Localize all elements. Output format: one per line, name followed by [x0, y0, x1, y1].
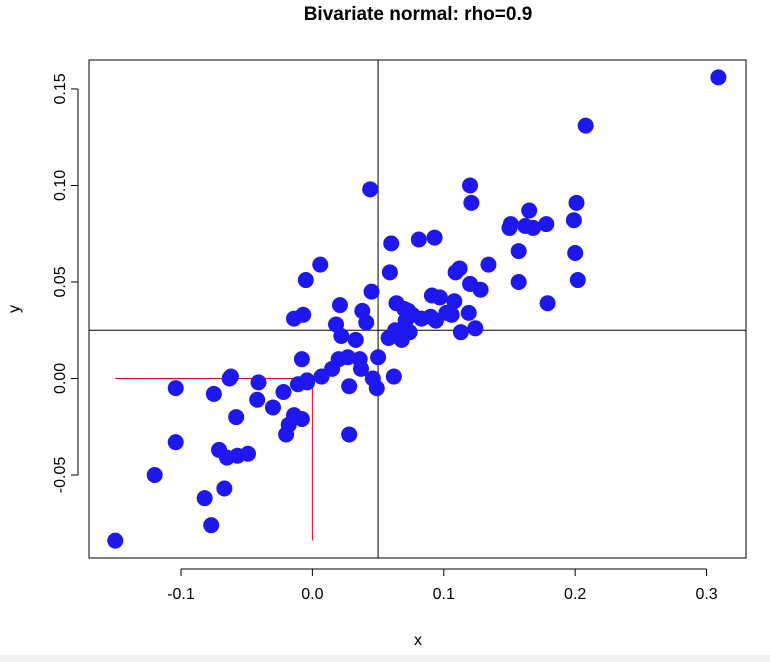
- data-point: [567, 245, 584, 262]
- data-point: [565, 212, 582, 229]
- data-point: [295, 306, 312, 323]
- data-point: [239, 445, 256, 462]
- x-axis-label: x: [414, 632, 422, 649]
- data-point: [569, 272, 586, 289]
- data-point: [107, 532, 124, 549]
- data-point: [451, 260, 468, 277]
- data-point: [443, 306, 460, 323]
- data-point: [167, 380, 184, 397]
- x-tick-label: 0.2: [564, 586, 586, 603]
- y-tick-label: 0.10: [52, 170, 69, 201]
- y-axis-label: y: [6, 305, 23, 313]
- data-point: [410, 231, 427, 248]
- data-point: [249, 391, 266, 408]
- data-point: [228, 409, 245, 426]
- chart-title: Bivariate normal: rho=0.9: [304, 4, 533, 25]
- data-point: [510, 273, 527, 290]
- data-point: [299, 374, 316, 391]
- data-point: [383, 235, 400, 252]
- data-point: [333, 328, 350, 345]
- data-point: [452, 324, 469, 341]
- data-point: [538, 216, 555, 233]
- data-point: [293, 351, 310, 368]
- x-tick-label: 0.3: [695, 586, 717, 603]
- data-point: [264, 399, 281, 416]
- data-point: [431, 289, 448, 306]
- data-point: [568, 194, 585, 211]
- data-point: [480, 256, 497, 273]
- x-tick-label: -0.1: [167, 586, 195, 603]
- x-axis: -0.1 0.0 0.1 0.2 0.3: [167, 568, 718, 603]
- x-tick-label: 0.1: [433, 586, 455, 603]
- data-point: [312, 256, 329, 273]
- data-point: [167, 434, 184, 451]
- data-point: [472, 281, 489, 298]
- y-tick-label: 0.15: [52, 73, 69, 104]
- data-point: [385, 368, 402, 385]
- data-point: [502, 216, 519, 233]
- plot-frame: [88, 59, 747, 559]
- data-point: [347, 331, 364, 348]
- data-point: [539, 295, 556, 312]
- data-point: [341, 378, 358, 395]
- y-axis: -0.05 0.00 0.05 0.10 0.15: [52, 73, 79, 494]
- data-points: [107, 69, 727, 549]
- data-point: [426, 229, 443, 246]
- reference-lines: [89, 60, 746, 558]
- data-point: [467, 320, 484, 337]
- x-tick-label: 0.0: [301, 586, 323, 603]
- data-point: [222, 368, 239, 385]
- data-point: [362, 181, 379, 198]
- data-point: [216, 480, 233, 497]
- y-tick-label: 0.05: [52, 266, 69, 297]
- data-point: [462, 177, 479, 194]
- data-point: [510, 243, 527, 260]
- y-tick-label: -0.05: [52, 457, 69, 494]
- data-point: [525, 219, 542, 236]
- data-point: [358, 314, 375, 331]
- data-point: [352, 360, 369, 377]
- data-point: [275, 384, 292, 400]
- data-point: [205, 385, 222, 402]
- y-tick-label: 0.00: [52, 363, 69, 394]
- data-point: [203, 517, 220, 534]
- data-point: [341, 426, 358, 443]
- data-point: [521, 202, 538, 219]
- data-point: [339, 349, 356, 366]
- data-point: [370, 349, 387, 366]
- data-point: [577, 117, 594, 134]
- window-bottom-strip: [0, 655, 770, 662]
- data-point: [460, 304, 477, 321]
- data-point: [446, 293, 463, 310]
- data-point: [297, 272, 314, 289]
- data-point: [146, 467, 163, 483]
- data-point: [401, 324, 418, 341]
- data-point: [710, 69, 727, 86]
- data-point: [363, 283, 380, 300]
- data-point: [368, 380, 385, 397]
- data-point: [250, 374, 267, 391]
- data-point: [331, 297, 348, 314]
- data-point: [381, 264, 398, 281]
- data-point: [463, 194, 480, 211]
- data-point: [293, 411, 310, 428]
- data-point: [196, 490, 213, 507]
